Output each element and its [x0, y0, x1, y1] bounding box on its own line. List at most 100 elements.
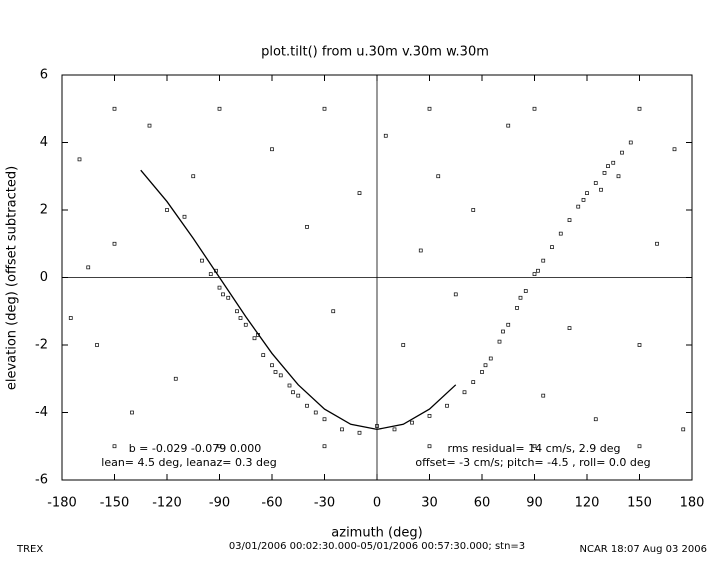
scatter-point — [637, 106, 642, 111]
scatter-point — [273, 370, 278, 374]
scatter-point — [550, 245, 554, 249]
x-tick-label: -150 — [100, 496, 130, 511]
chart-title: plot.tilt() from u.30m v.30m w.30m — [261, 45, 489, 60]
x-tick-label: 0 — [373, 496, 381, 511]
scatter-point — [585, 191, 589, 195]
scatter-point — [392, 427, 397, 432]
scatter-point — [497, 339, 502, 344]
scatter-point — [238, 316, 243, 320]
scatter-point — [581, 198, 586, 202]
scatter-point — [217, 444, 222, 449]
scatter-point — [217, 285, 222, 290]
x-tick-label: -30 — [314, 496, 335, 511]
scatter-point — [453, 292, 458, 297]
scatter-point — [313, 410, 318, 415]
scatter-point — [130, 410, 134, 415]
scatter-point — [305, 403, 309, 408]
scatter-point — [427, 414, 432, 418]
x-tick-label: 60 — [474, 496, 491, 511]
scatter-point — [270, 147, 274, 152]
scatter-point — [235, 309, 239, 314]
scatter-point — [217, 106, 222, 111]
scatter-point — [331, 309, 336, 314]
scatter-point — [523, 289, 528, 293]
annotation: b = -0.029 -0.079 0.000 — [129, 442, 262, 455]
scatter-point — [541, 258, 546, 263]
scatter-point — [252, 336, 257, 341]
scatter-point — [287, 383, 292, 388]
annotation: rms residual= 14 cm/s, 2.9 deg — [448, 442, 621, 455]
y-tick-label: 6 — [40, 68, 48, 83]
scatter-point — [471, 208, 476, 212]
y-tick-label: -4 — [35, 405, 48, 420]
footer: NCAR 18:07 Aug 03 2006 — [580, 544, 708, 555]
scatter-point — [182, 214, 187, 219]
scatter-point — [672, 147, 677, 152]
scatter-point — [620, 150, 624, 155]
scatter-point — [567, 326, 572, 330]
y-tick-label: 0 — [40, 270, 48, 285]
footer: 03/01/2006 00:02:30.000-05/01/2006 00:57… — [229, 541, 525, 552]
scatter-point — [488, 356, 493, 361]
scatter-point — [112, 106, 117, 111]
scatter-point — [296, 393, 301, 398]
x-tick-label: -180 — [47, 496, 77, 511]
scatter-point — [305, 225, 309, 229]
scatter-point — [532, 106, 537, 111]
scatter-point — [532, 272, 537, 276]
scatter-point — [655, 241, 659, 246]
scatter-point — [375, 424, 379, 428]
y-tick-label: 2 — [40, 203, 48, 218]
scatter-point — [410, 420, 414, 425]
scatter-point — [483, 363, 488, 368]
scatter-point — [340, 427, 344, 432]
scatter-point — [165, 208, 169, 212]
scatter-point — [637, 343, 642, 347]
scatter-point — [322, 106, 327, 111]
scatter-point — [480, 370, 484, 374]
scatter-point — [383, 133, 388, 138]
x-tick-label: -90 — [209, 496, 230, 511]
scatter-point — [599, 187, 603, 192]
scatter-point — [401, 343, 406, 347]
x-tick-label: 90 — [526, 496, 543, 511]
fit-line — [140, 169, 457, 431]
scatter-point — [173, 376, 178, 381]
scatter-point — [541, 393, 546, 398]
scatter-point — [532, 444, 537, 449]
scatter-point — [681, 427, 686, 432]
scatter-point — [593, 181, 598, 185]
scatter-point — [147, 123, 152, 128]
scatter-point — [593, 417, 598, 422]
scatter-point — [243, 322, 248, 327]
x-tick-label: 30 — [421, 496, 438, 511]
scatter-point — [86, 265, 91, 270]
footer: TREX — [16, 544, 43, 555]
scatter-point — [357, 191, 362, 195]
x-tick-label: 120 — [575, 496, 600, 511]
scatter-point — [418, 248, 423, 253]
scatter-point — [602, 171, 607, 175]
scatter-point — [506, 123, 511, 128]
x-tick-label: -60 — [261, 496, 282, 511]
scatter-point — [112, 444, 117, 449]
scatter-point — [616, 174, 621, 179]
x-tick-label: 150 — [627, 496, 652, 511]
scatter-point — [261, 353, 266, 357]
scatter-point — [567, 218, 572, 222]
scatter-point — [576, 204, 581, 209]
y-tick-label: -2 — [35, 338, 48, 353]
y-axis-label: elevation (deg) (offset subtracted) — [5, 166, 20, 390]
scatter-point — [322, 444, 327, 449]
x-axis-label: azimuth (deg) — [331, 526, 422, 541]
scatter-point — [611, 160, 616, 165]
scatter-point — [322, 417, 327, 422]
scatter-point — [221, 292, 225, 297]
scatter-point — [536, 268, 540, 273]
scatter-point — [558, 231, 563, 236]
scatter-point — [462, 390, 467, 395]
annotation: lean= 4.5 deg, leanaz= 0.3 deg — [101, 456, 276, 469]
y-tick-label: 4 — [40, 135, 48, 150]
scatter-point — [112, 241, 117, 246]
